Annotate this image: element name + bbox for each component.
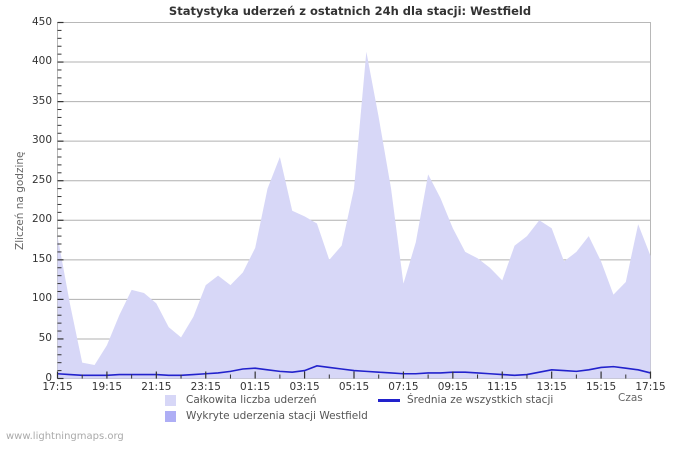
- x-tick-label: 23:15: [190, 381, 221, 393]
- y-tick-label: 200: [31, 213, 52, 226]
- legend-label-total: Całkowita liczba uderzeń: [186, 394, 317, 406]
- x-axis-label: Czas: [618, 392, 643, 404]
- chart-title: Statystyka uderzeń z ostatnich 24h dla s…: [168, 4, 532, 18]
- x-tick-label: 07:15: [388, 381, 419, 393]
- legend-swatch-average: [378, 399, 400, 402]
- x-tick-label: 21:15: [141, 381, 172, 393]
- area-total-strikes: [57, 51, 651, 379]
- x-tick-label: 19:15: [91, 381, 123, 393]
- y-tick-label: 350: [31, 94, 52, 107]
- x-tick-label: 01:15: [240, 381, 271, 393]
- x-tick-label: 05:15: [338, 381, 370, 393]
- legend-label-station: Wykryte uderzenia stacji Westfield: [186, 410, 368, 422]
- x-tick-label: 17:15: [635, 381, 666, 393]
- axis-tick-marks: [56, 21, 652, 380]
- y-tick-label: 150: [31, 252, 52, 265]
- y-tick-label: 100: [31, 292, 52, 305]
- x-tick-label: 09:15: [437, 381, 468, 393]
- x-tick-label: 17:15: [42, 381, 73, 393]
- x-tick-label: 15:15: [585, 381, 617, 393]
- legend-swatch-station: [165, 411, 176, 422]
- y-tick-label: 300: [31, 134, 52, 147]
- legend-swatch-total: [165, 395, 176, 406]
- y-tick-label: 50: [38, 331, 52, 344]
- x-tick-label: 13:15: [536, 381, 567, 393]
- y-tick-label: 0: [45, 371, 52, 384]
- x-tick-label: 11:15: [487, 381, 518, 393]
- legend-label-average: Średnia ze wszystkich stacji: [407, 394, 554, 406]
- y-tick-label: 450: [31, 15, 52, 28]
- y-tick-label: 250: [31, 173, 52, 186]
- footer-watermark: www.lightningmaps.org: [6, 431, 124, 442]
- x-tick-label: 03:15: [289, 381, 320, 393]
- y-tick-label: 400: [31, 55, 52, 68]
